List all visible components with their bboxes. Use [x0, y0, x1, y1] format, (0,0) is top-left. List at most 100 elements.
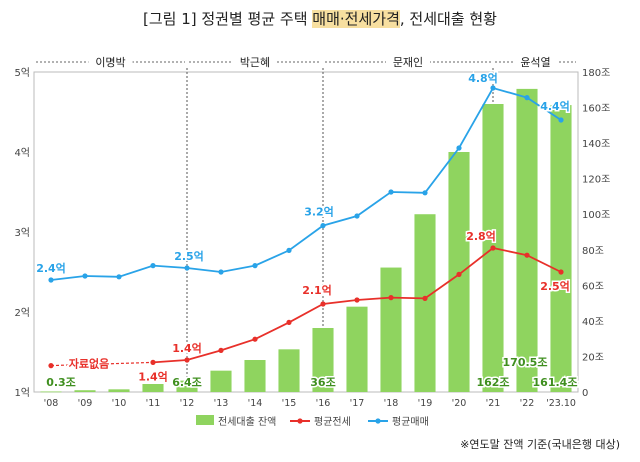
sale-point: [218, 269, 224, 275]
right-tick-label: 20조: [582, 352, 604, 363]
era-label-bg: [88, 54, 133, 70]
loan-bar: [346, 306, 368, 392]
sale-value-label: 2.4억: [36, 262, 66, 275]
loan-bar: [550, 105, 572, 393]
left-tick-label: 5억: [14, 67, 30, 79]
loan-bar: [210, 370, 232, 392]
loan-value-label: 170.5조: [503, 356, 548, 369]
sale-point: [456, 145, 462, 151]
x-tick-label: '14: [248, 398, 263, 409]
loan-bar: [278, 349, 300, 392]
jeonse-point: [388, 295, 394, 301]
legend-swatch-loan: [196, 415, 214, 425]
x-tick-label: '16: [316, 398, 331, 409]
loan-value-label: 0.3조: [46, 376, 76, 389]
x-tick-label: '23.10: [546, 398, 576, 409]
sale-point: [150, 263, 156, 269]
loan-bar: [40, 391, 62, 393]
jeonse-point: [218, 347, 224, 353]
right-tick-label: 160조: [582, 104, 610, 115]
x-tick-label: '19: [418, 398, 433, 409]
sale-point: [422, 190, 428, 196]
sale-point: [388, 189, 394, 195]
right-tick-label: 80조: [582, 246, 604, 257]
loan-bar: [414, 214, 436, 392]
loan-bar: [516, 88, 538, 392]
loan-bar: [142, 384, 164, 392]
sale-point: [82, 273, 88, 279]
x-tick-label: '18: [384, 398, 399, 409]
title-highlight: 매매·전세가격: [312, 10, 400, 28]
left-tick-label: 1억: [14, 387, 30, 399]
legend-marker-jeonse: [297, 418, 303, 424]
jeonse-point: [354, 297, 360, 303]
loan-bar: [380, 267, 402, 392]
jeonse-point: [320, 301, 326, 307]
sale-point: [354, 213, 360, 219]
loan-bar: [176, 380, 198, 392]
loan-value-label: 36조: [310, 376, 335, 389]
x-tick-label: '15: [282, 398, 297, 409]
title-prefix: [그림 1] 정권별 평균 주택: [143, 10, 313, 28]
x-tick-label: '10: [112, 398, 127, 409]
sale-point: [558, 117, 564, 123]
no-data-label: 자료없음: [69, 356, 109, 370]
x-tick-label: '12: [180, 398, 195, 409]
left-tick-label: 3억: [14, 227, 30, 239]
sale-point: [252, 263, 258, 269]
era-label-bg: [513, 54, 558, 70]
jeonse-point: [456, 271, 462, 277]
jeonse-point: [490, 245, 496, 251]
chart-title: [그림 1] 정권별 평균 주택 매매·전세가격, 전세대출 현황: [0, 8, 640, 29]
x-tick-label: '20: [452, 398, 467, 409]
left-tick-label: 4억: [14, 147, 30, 159]
x-tick-label: '11: [146, 398, 161, 409]
jeonse-point: [252, 336, 258, 342]
loan-bar: [244, 360, 266, 392]
right-tick-label: 0: [582, 388, 588, 399]
jeonse-point: [558, 269, 564, 275]
x-tick-label: '17: [350, 398, 365, 409]
sale-point: [116, 274, 122, 280]
sale-point: [490, 85, 496, 91]
sale-point: [48, 277, 54, 283]
sale-point: [286, 247, 292, 253]
sale-value-label: 3.2억: [304, 206, 334, 219]
jeonse-point: [286, 319, 292, 325]
sale-line: [50, 86, 562, 281]
x-tick-label: '08: [44, 398, 59, 409]
sale-point: [524, 95, 530, 101]
jeonse-point: [150, 359, 156, 365]
legend-label: 평균매매: [392, 416, 429, 428]
legend-label: 평균전세: [314, 416, 351, 428]
loan-value-label: 161.4조: [533, 376, 578, 389]
sale-point: [320, 223, 326, 229]
jeonse-value-label: 2.1억: [302, 284, 332, 297]
loan-bar: [312, 328, 334, 392]
era-label-bg: [386, 54, 430, 70]
legend-marker-sale: [375, 418, 381, 424]
left-tick-label: 2억: [14, 307, 30, 319]
jeonse-point: [524, 252, 530, 258]
legend-label: 전세대출 잔액: [218, 416, 276, 428]
right-tick-label: 120조: [582, 175, 610, 186]
era-label: 박근혜: [240, 56, 270, 69]
sale-value-label: 2.5억: [174, 250, 204, 263]
right-tick-label: 40조: [582, 317, 604, 328]
jeonse-nodata-connector: [50, 361, 154, 367]
x-tick-label: '22: [520, 398, 535, 409]
era-label-bg: [233, 54, 277, 70]
loan-value-label: 162조: [476, 376, 509, 389]
jeonse-point: [184, 357, 190, 363]
sale-value-label: 4.4억: [540, 100, 570, 113]
loan-value-label: 6.4조: [172, 376, 202, 389]
jeonse-value-label: 2.5억: [540, 280, 570, 293]
jeonse-value-label: 1.4억: [138, 370, 168, 383]
footnote: ※연도말 잔액 기준(국내은행 대상): [460, 438, 620, 451]
era-label: 문재인: [393, 56, 423, 69]
jeonse-value-label: 1.4억: [172, 342, 202, 355]
era-label: 윤석열: [520, 56, 550, 69]
era-label: 이명박: [95, 56, 125, 69]
right-tick-label: 100조: [582, 210, 610, 221]
